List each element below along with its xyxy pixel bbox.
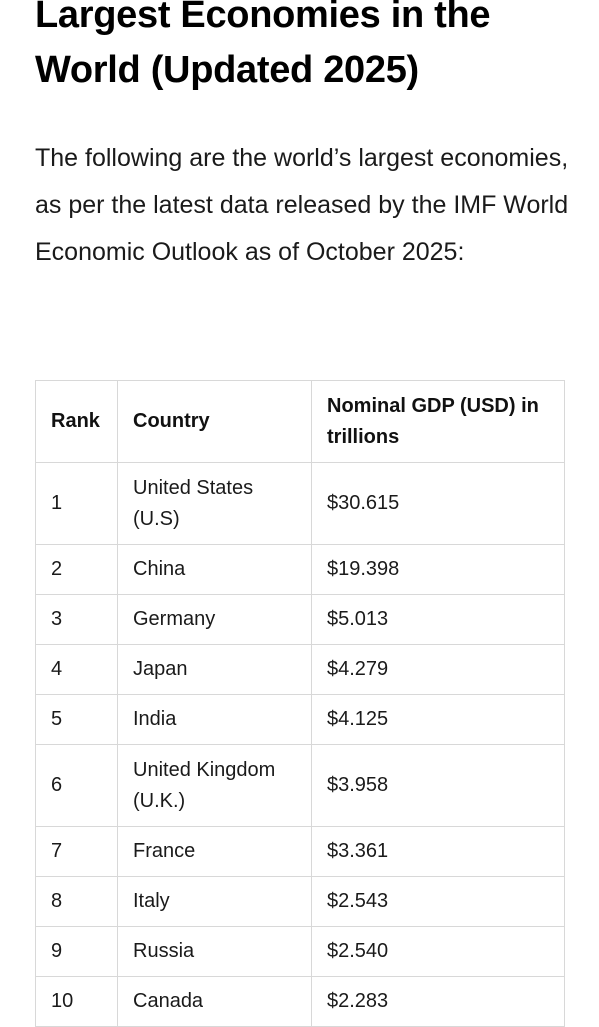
table-row: 6 United Kingdom (U.K.) $3.958 <box>35 744 565 827</box>
cell-country: Japan <box>117 644 312 695</box>
cell-rank: 2 <box>35 544 118 595</box>
table-row: 1 United States (U.S) $30.615 <box>35 462 565 545</box>
table-row: 10 Canada $2.283 <box>35 976 565 1027</box>
cell-rank: 9 <box>35 926 118 977</box>
cell-country: Germany <box>117 594 312 645</box>
table-row: 5 India $4.125 <box>35 694 565 745</box>
cell-country: France <box>117 826 312 877</box>
table-header-row: Rank Country Nominal GDP (USD) in trilli… <box>35 380 565 463</box>
cell-rank: 8 <box>35 876 118 927</box>
table-row: 2 China $19.398 <box>35 544 565 595</box>
table-row: 9 Russia $2.540 <box>35 926 565 977</box>
cell-rank: 1 <box>35 462 118 545</box>
cell-country: China <box>117 544 312 595</box>
cell-gdp: $19.398 <box>311 544 565 595</box>
cell-country: Italy <box>117 876 312 927</box>
economies-table: Rank Country Nominal GDP (USD) in trilli… <box>35 380 565 1027</box>
cell-rank: 4 <box>35 644 118 695</box>
cell-gdp: $2.540 <box>311 926 565 977</box>
cell-rank: 7 <box>35 826 118 877</box>
cell-gdp: $4.279 <box>311 644 565 695</box>
cell-gdp: $3.958 <box>311 744 565 827</box>
header-country: Country <box>117 380 312 463</box>
cell-country: Russia <box>117 926 312 977</box>
cell-gdp: $4.125 <box>311 694 565 745</box>
intro-paragraph: The following are the world’s largest ec… <box>35 144 569 266</box>
header-gdp: Nominal GDP (USD) in trillions <box>311 380 565 463</box>
table-row: 4 Japan $4.279 <box>35 644 565 695</box>
cell-country: United Kingdom (U.K.) <box>117 744 312 827</box>
cell-country: United States (U.S) <box>117 462 312 545</box>
header-rank: Rank <box>35 380 118 463</box>
table-row: 7 France $3.361 <box>35 826 565 877</box>
cell-rank: 6 <box>35 744 118 827</box>
cell-rank: 10 <box>35 976 118 1027</box>
cell-rank: 3 <box>35 594 118 645</box>
table-row: 3 Germany $5.013 <box>35 594 565 645</box>
cell-rank: 5 <box>35 694 118 745</box>
cell-gdp: $2.543 <box>311 876 565 927</box>
cell-gdp: $3.361 <box>311 826 565 877</box>
cell-gdp: $5.013 <box>311 594 565 645</box>
article-title: Largest Economies in the World (Updated … <box>35 0 491 91</box>
cell-gdp: $2.283 <box>311 976 565 1027</box>
table-row: 8 Italy $2.543 <box>35 876 565 927</box>
economies-table-container: Rank Country Nominal GDP (USD) in trilli… <box>35 380 565 1027</box>
cell-country: India <box>117 694 312 745</box>
cell-country: Canada <box>117 976 312 1027</box>
cell-gdp: $30.615 <box>311 462 565 545</box>
